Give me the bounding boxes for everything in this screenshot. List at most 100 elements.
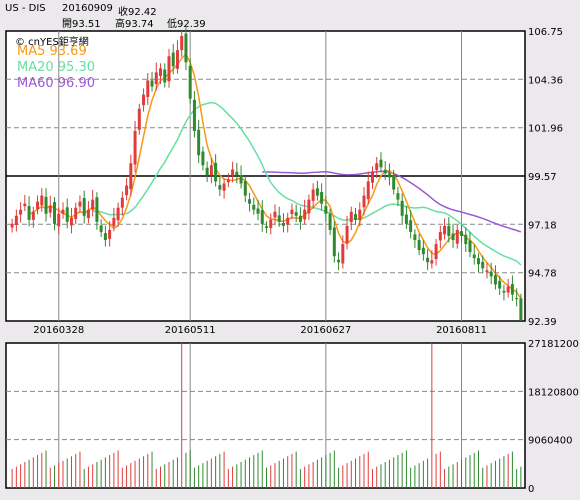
ma20-line bbox=[92, 101, 522, 266]
candle-body bbox=[413, 234, 417, 241]
candle-body bbox=[167, 56, 171, 82]
candle-body bbox=[409, 220, 413, 232]
candle-body bbox=[485, 270, 489, 272]
candle-body bbox=[159, 68, 163, 77]
candle-body bbox=[358, 209, 362, 220]
date-label: 20160909 bbox=[62, 3, 113, 14]
candle-body bbox=[515, 298, 519, 300]
candle-body bbox=[277, 215, 281, 222]
candle-body bbox=[74, 207, 78, 220]
candle-body bbox=[447, 225, 451, 236]
volume-tick-label: 9060400 bbox=[528, 436, 573, 447]
candle-body bbox=[133, 130, 137, 165]
candle-body bbox=[61, 209, 65, 214]
candle-body bbox=[36, 201, 40, 210]
candle-body bbox=[243, 181, 247, 196]
y-tick-label: 104.36 bbox=[528, 75, 563, 86]
candle-body bbox=[27, 206, 31, 220]
legend-ma20: MA20 95.30 bbox=[17, 60, 95, 75]
candle-body bbox=[116, 207, 120, 221]
candle-body bbox=[95, 197, 99, 222]
candle-body bbox=[269, 219, 273, 228]
candle-body bbox=[307, 199, 311, 214]
candle-body bbox=[108, 229, 112, 239]
y-tick-label: 94.78 bbox=[528, 269, 557, 280]
x-tick-label: 20160328 bbox=[33, 325, 84, 336]
candle-body bbox=[383, 169, 387, 174]
candle-body bbox=[375, 163, 379, 171]
candle-body bbox=[48, 205, 52, 213]
legend-ma5: MA5 93.69 bbox=[17, 44, 87, 59]
candle-body bbox=[146, 80, 150, 98]
candle-body bbox=[231, 169, 235, 176]
candle-body bbox=[468, 240, 472, 253]
candle-body bbox=[150, 80, 154, 87]
source-label: © cnYES鉅亨網 bbox=[15, 37, 89, 48]
candle-body bbox=[387, 173, 391, 178]
candle-body bbox=[286, 217, 290, 225]
y-tick-label: 106.75 bbox=[528, 27, 563, 38]
candle-body bbox=[506, 286, 510, 293]
candle-body bbox=[400, 200, 404, 216]
candle-body bbox=[201, 151, 205, 166]
candle-body bbox=[10, 223, 14, 228]
candle-body bbox=[188, 65, 192, 99]
candle-body bbox=[40, 195, 44, 206]
y-tick-label: 99.57 bbox=[528, 172, 557, 183]
candle-body bbox=[192, 99, 196, 131]
candle-body bbox=[120, 197, 124, 208]
candle-body bbox=[349, 211, 353, 223]
candle-body bbox=[137, 108, 141, 130]
candle-body bbox=[443, 225, 447, 235]
candle-body bbox=[493, 275, 497, 285]
candle-body bbox=[290, 209, 294, 215]
candle-body bbox=[417, 240, 421, 251]
candle-body bbox=[171, 52, 175, 67]
candle-body bbox=[65, 207, 69, 222]
candle-body bbox=[345, 225, 349, 243]
candle-body bbox=[91, 199, 95, 210]
volume-panel bbox=[5, 342, 526, 489]
volume-tick-label: 27181200 bbox=[528, 339, 579, 350]
candle-body bbox=[180, 36, 184, 51]
candle-body bbox=[341, 244, 345, 264]
candle-body bbox=[320, 191, 324, 204]
candle-body bbox=[328, 213, 332, 230]
candle-body bbox=[476, 258, 480, 265]
candle-body bbox=[82, 198, 86, 216]
open-price-label: 開93.51 bbox=[62, 19, 101, 30]
candle-body bbox=[222, 183, 226, 191]
candle-body bbox=[218, 185, 222, 190]
candle-body bbox=[154, 72, 158, 85]
candle-body bbox=[281, 223, 285, 226]
candle-body bbox=[184, 33, 188, 63]
y-tick-label: 92.39 bbox=[528, 317, 557, 328]
candle-body bbox=[129, 163, 133, 190]
candle-body bbox=[214, 162, 218, 182]
candle-body bbox=[337, 259, 341, 263]
candle-body bbox=[426, 257, 430, 263]
low-price-label: 低92.39 bbox=[167, 19, 206, 30]
close-price-label: 收92.42 bbox=[118, 7, 157, 18]
candle-body bbox=[19, 209, 23, 215]
candle-body bbox=[69, 217, 73, 226]
candle-body bbox=[273, 211, 277, 218]
candle-body bbox=[519, 298, 523, 321]
candle-body bbox=[332, 227, 336, 257]
candle-body bbox=[451, 233, 455, 241]
candle-body bbox=[14, 215, 18, 226]
x-tick-label: 20160627 bbox=[300, 325, 351, 336]
candle-body bbox=[392, 174, 396, 190]
candle-body bbox=[57, 213, 61, 227]
candle-body bbox=[324, 206, 328, 214]
candle-body bbox=[103, 233, 107, 241]
candle-body bbox=[489, 271, 493, 277]
candle-body bbox=[142, 94, 146, 106]
candle-body bbox=[315, 188, 319, 196]
candle-body bbox=[239, 175, 243, 184]
candle-body bbox=[311, 189, 315, 201]
candle-body bbox=[438, 231, 442, 241]
candle-body bbox=[23, 203, 27, 207]
candle-body bbox=[99, 225, 103, 232]
